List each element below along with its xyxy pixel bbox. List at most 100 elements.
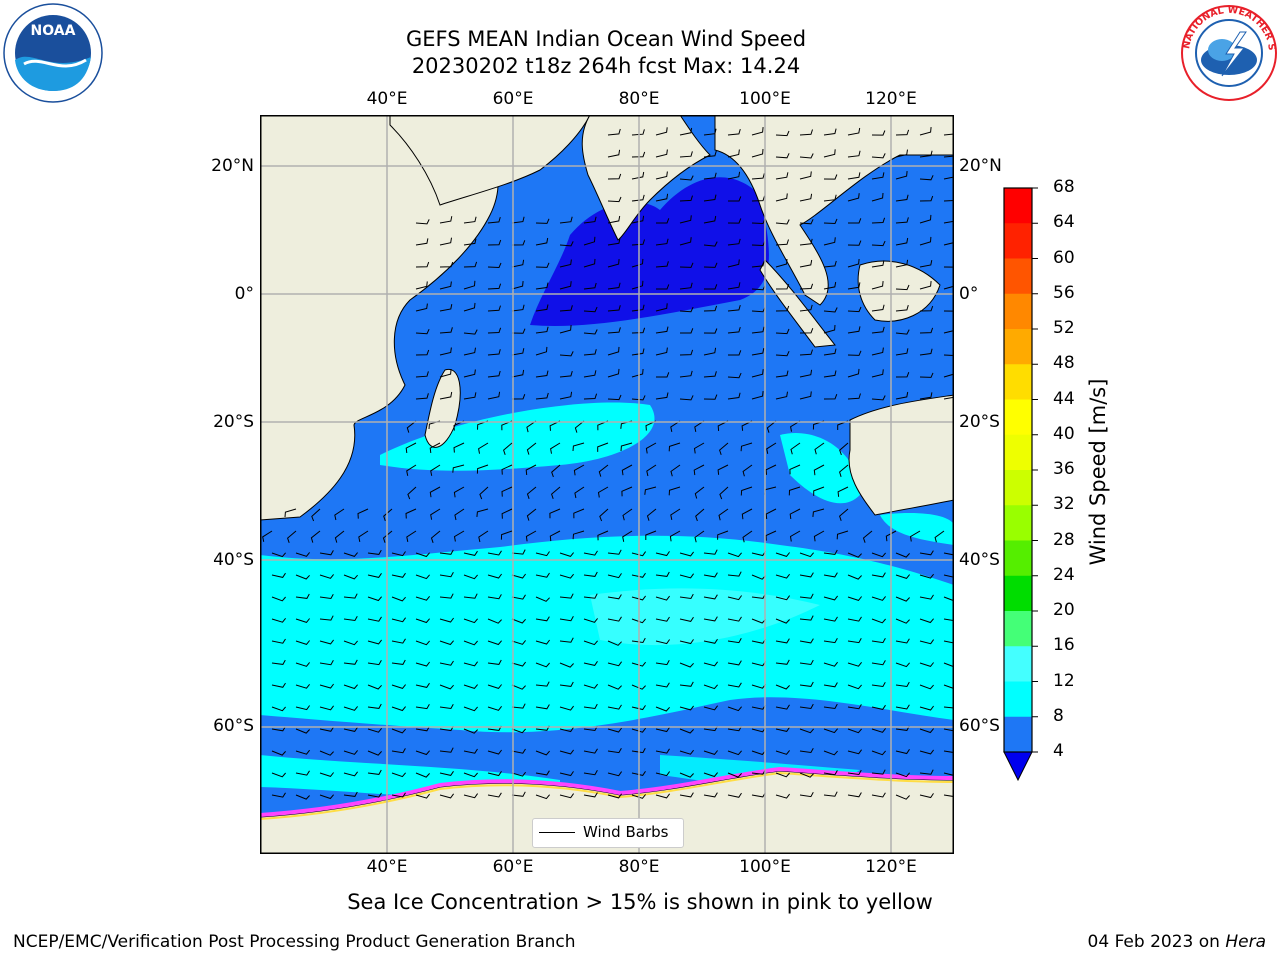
wind-barb — [535, 662, 550, 668]
wind-barb — [429, 442, 441, 454]
wind-barb — [943, 684, 954, 690]
wind-barb — [549, 508, 561, 519]
wind-barb — [765, 530, 777, 541]
wind-barb — [775, 193, 788, 202]
lon-label-80e-top: 80°E — [618, 89, 660, 109]
wind-barb — [871, 369, 884, 378]
wind-barb — [775, 772, 790, 778]
wind-barb — [670, 464, 681, 477]
wind-barb — [719, 486, 729, 500]
wind-barb — [823, 616, 838, 622]
land-borneo — [857, 260, 941, 322]
wind-barb — [574, 486, 585, 499]
land-southeast-asia — [714, 115, 954, 306]
wind-barb — [871, 750, 886, 756]
wind-barb — [656, 372, 670, 378]
wind-barb — [511, 281, 524, 290]
wind-barb — [319, 705, 334, 711]
wind-barb — [559, 573, 574, 579]
wind-barb — [287, 530, 297, 543]
wind-barb — [511, 703, 526, 709]
wind-barb — [607, 748, 622, 754]
wind-barb — [439, 369, 452, 378]
wind-barb — [583, 618, 598, 623]
wind-barb — [823, 549, 838, 555]
wind-barb — [813, 464, 825, 476]
wind-barb — [788, 486, 801, 496]
wind-barb — [646, 464, 657, 477]
wind-barb — [319, 639, 334, 645]
wind-barb — [943, 728, 954, 732]
wind-barb — [670, 508, 681, 520]
footer-machine: Hera — [1225, 932, 1266, 952]
wind-barb — [487, 370, 501, 378]
wind-barb — [751, 391, 764, 400]
wind-barb — [919, 705, 934, 711]
wind-barb — [943, 396, 954, 400]
wind-barb — [751, 260, 765, 268]
wind-barb — [631, 129, 645, 136]
wind-barb — [463, 793, 479, 799]
wind-barb — [607, 215, 621, 224]
lat-label-40s-right: 40°S — [959, 550, 1000, 570]
wind-barb — [430, 508, 441, 520]
wind-barb — [679, 237, 692, 246]
wind-barb — [679, 370, 693, 378]
wind-barb — [919, 618, 934, 624]
wind-barb — [847, 193, 860, 202]
wind-barb — [847, 172, 861, 180]
wind-barb — [919, 195, 934, 202]
wind-barb — [919, 260, 933, 268]
colorbar-segment — [1004, 329, 1032, 365]
wind-barb — [655, 571, 670, 577]
wind-barb — [439, 593, 454, 599]
wind-barb — [943, 640, 954, 644]
wind-barb — [655, 551, 670, 557]
wind-barb — [415, 682, 430, 688]
wind-barb — [487, 262, 502, 269]
wind-barb — [943, 266, 954, 268]
wind-barb — [751, 173, 765, 180]
wind-barb — [271, 750, 286, 756]
wind-barb — [631, 215, 645, 224]
wind-barb — [487, 792, 502, 798]
wind-barb — [511, 549, 526, 555]
footer-credit: NCEP/EMC/Verification Post Processing Pr… — [13, 932, 576, 952]
lat-label-20n-left: 20°N — [211, 156, 254, 176]
wind-barb — [775, 727, 790, 732]
wind-barb — [679, 195, 693, 202]
wind-barb — [895, 149, 908, 158]
wind-barb — [487, 327, 502, 334]
nws-logo: NATIONAL WEATHER SERVICE — [1178, 2, 1277, 101]
wind-barb — [511, 594, 526, 600]
wind-barb — [453, 442, 465, 453]
wind-barb — [319, 772, 334, 777]
wind-barb — [703, 347, 717, 356]
wind-barb — [487, 305, 501, 312]
lat-label-0-right: 0° — [959, 284, 979, 304]
wind-barb — [583, 593, 598, 599]
wind-barb — [895, 129, 910, 136]
colorbar-tick-label: 44 — [1053, 388, 1075, 409]
wind-barb — [559, 681, 574, 687]
wind-barb — [487, 659, 502, 665]
colorbar-segment — [1004, 505, 1032, 541]
wind-barb — [631, 618, 646, 624]
wind-barb — [511, 684, 526, 690]
wind-barb — [775, 258, 788, 268]
legend-label: Wind Barbs — [583, 823, 669, 841]
wind-barb — [271, 706, 286, 712]
colorbar-segment — [1004, 293, 1032, 330]
wind-barb — [583, 370, 597, 378]
wind-barb — [406, 420, 417, 433]
wind-barb — [463, 574, 478, 580]
wind-barb — [823, 348, 837, 356]
wind-barb — [559, 637, 574, 643]
lat-label-20n-right: 20°N — [959, 156, 1002, 176]
wind-barb — [559, 705, 574, 711]
wind-barb — [415, 793, 430, 799]
wind-barb — [679, 262, 694, 268]
wind-barb — [919, 662, 934, 667]
wind-barb — [631, 595, 646, 601]
wind-barb — [631, 395, 646, 401]
